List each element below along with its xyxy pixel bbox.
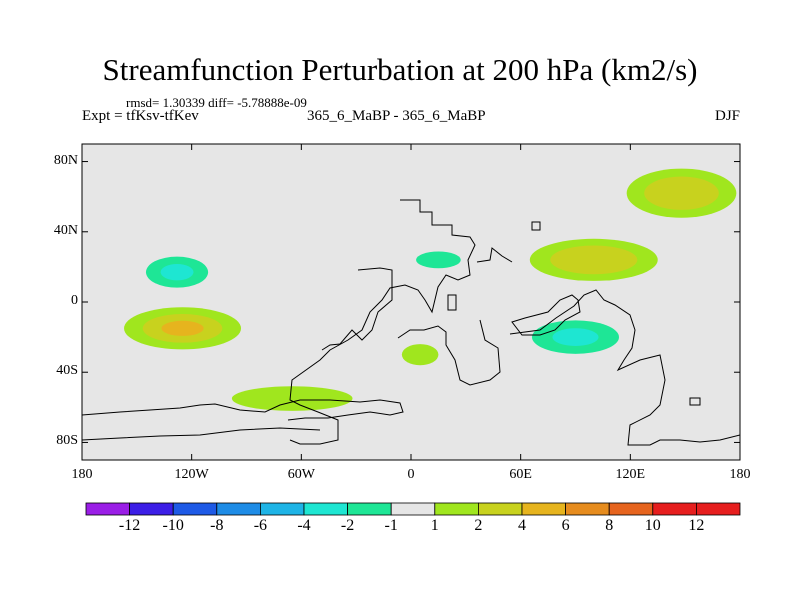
colorbar-label: -4 xyxy=(297,517,311,534)
x-tick-label: 180 xyxy=(729,467,751,482)
chart-title: Streamfunction Perturbation at 200 hPa (… xyxy=(102,52,698,87)
x-tick-label: 60E xyxy=(509,467,532,482)
colorbar-label: 8 xyxy=(605,517,614,534)
y-tick-label: 40N xyxy=(53,222,78,238)
anomaly-n-pacific-midlat-level xyxy=(160,263,194,281)
anomaly-nh-subtropical-negative xyxy=(405,247,472,273)
colorbar-label: -12 xyxy=(118,517,141,534)
coastline-outlines xyxy=(82,199,740,446)
colorbar-swatch xyxy=(129,502,174,516)
colorbar-label: 6 xyxy=(561,517,570,534)
season-label: DJF xyxy=(714,108,740,124)
experiment-label: Expt = tfKsv-tfKev xyxy=(82,108,199,124)
anomaly-north-atlantic-negative-level xyxy=(237,158,366,201)
x-tick-label: 0 xyxy=(407,467,415,482)
colorbar-swatch xyxy=(696,502,741,516)
x-tick-label: 120W xyxy=(174,467,209,482)
colorbar-swatch xyxy=(216,502,261,516)
y-tick-label: 40S xyxy=(56,363,78,379)
anomaly-sw-pacific-tropical-level xyxy=(161,320,204,336)
colorbar-swatch xyxy=(390,502,436,516)
colorbar-swatch xyxy=(259,502,305,516)
colorbar-label: 12 xyxy=(688,517,705,534)
x-tick-label: 180 xyxy=(71,467,93,482)
coastline-north-islands xyxy=(476,221,701,406)
anomaly-siberia-negative-level xyxy=(511,189,585,211)
colorbar-swatch xyxy=(565,502,610,516)
anomaly-asia-midlat-positive-level xyxy=(550,245,638,275)
colorbar-label: 10 xyxy=(644,517,661,534)
coastline-antarctica xyxy=(82,399,404,441)
anomaly-siberia-negative xyxy=(511,189,585,211)
colorbar-swatch xyxy=(303,502,348,516)
anomaly-south-atlantic-positive xyxy=(231,386,353,411)
anomaly-nh-subtropical-negative-level xyxy=(416,251,461,269)
coastline-americas xyxy=(289,199,476,445)
colorbar-swatch xyxy=(652,502,697,516)
colorbar-swatch xyxy=(172,502,218,516)
coastline-africa xyxy=(397,319,501,386)
colorbar-label: 4 xyxy=(518,517,526,534)
stats-text: rmsd= 1.30339 diff= -5.78888e-09 xyxy=(126,95,307,110)
anomaly-africa-positive-level xyxy=(401,344,439,366)
anomaly-north-atlantic-negative xyxy=(237,158,366,201)
y-tick-label: 0 xyxy=(71,293,78,308)
anomaly-n-pacific-midlat xyxy=(131,249,223,295)
contour-fields xyxy=(124,158,737,411)
colorbar-swatch xyxy=(608,502,654,516)
anomaly-south-atlantic-positive-level xyxy=(231,386,353,411)
colorbar-swatch xyxy=(85,502,130,516)
anomaly-arctic-positive xyxy=(626,168,737,218)
anomaly-south-indian-ocean xyxy=(511,312,640,362)
anomaly-arctic-positive-level xyxy=(644,176,719,210)
coastline-greenland-europe xyxy=(321,267,457,351)
coastline-asia-indonesia xyxy=(509,289,740,446)
y-tick-label: 80N xyxy=(53,152,78,168)
axis-ticks xyxy=(81,144,741,460)
colorbar xyxy=(85,502,741,516)
colorbar-label: -1 xyxy=(384,517,398,534)
colorbar-label: -2 xyxy=(340,517,355,534)
colorbar-label: 2 xyxy=(474,517,483,534)
x-tick-label: 120E xyxy=(615,467,646,482)
colorbar-swatch xyxy=(347,502,392,516)
colorbar-label: -10 xyxy=(162,517,184,534)
anomaly-africa-positive xyxy=(401,344,439,366)
colorbar-swatch xyxy=(521,502,566,516)
colorbar-label: 1 xyxy=(430,517,439,534)
y-tick-label: 80S xyxy=(56,433,78,449)
case-label: 365_6_MaBP - 365_6_MaBP xyxy=(307,108,486,124)
colorbar-swatch xyxy=(434,502,479,516)
coastline-australia xyxy=(511,294,581,336)
anomaly-south-indian-ocean-level xyxy=(552,328,599,346)
colorbar-label: -6 xyxy=(253,517,268,534)
colorbar-label: -8 xyxy=(210,517,224,534)
colorbar-swatch xyxy=(477,502,523,516)
anomaly-asia-midlat-positive xyxy=(529,238,658,281)
anomaly-sw-pacific-tropical xyxy=(124,307,242,350)
x-tick-label: 60W xyxy=(287,467,315,482)
